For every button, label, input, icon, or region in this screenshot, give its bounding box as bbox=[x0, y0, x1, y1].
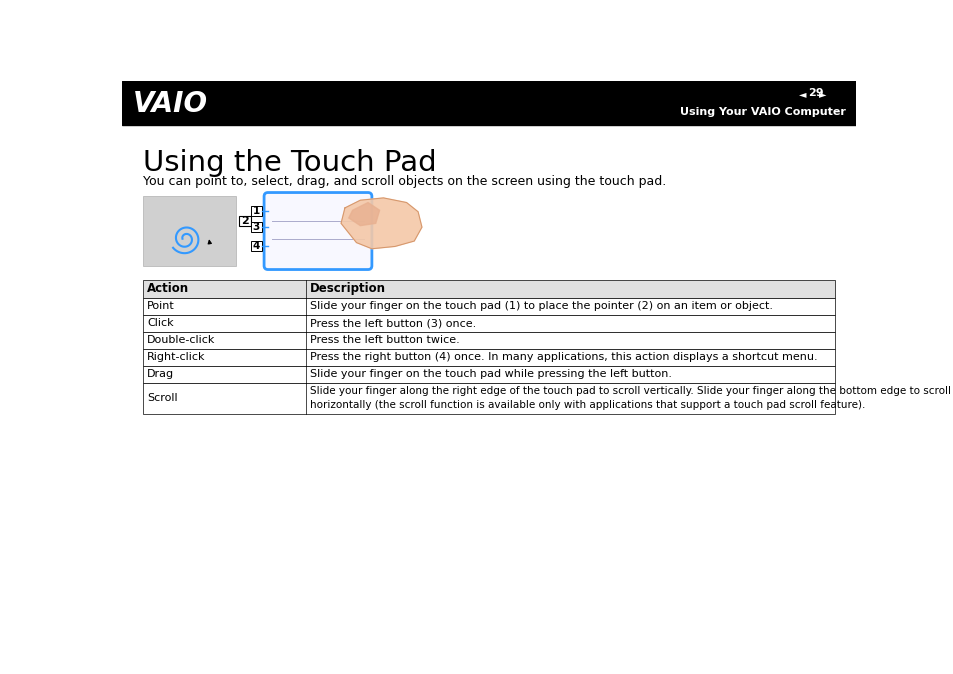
Polygon shape bbox=[341, 198, 421, 249]
Text: Slide your finger on the touch pad (1) to place the pointer (2) on an item or ob: Slide your finger on the touch pad (1) t… bbox=[309, 301, 772, 311]
Bar bbox=[143, 196, 235, 266]
Text: Action: Action bbox=[147, 282, 189, 295]
Text: Double-click: Double-click bbox=[147, 336, 215, 345]
Bar bbox=[143, 298, 834, 315]
Bar bbox=[143, 366, 834, 383]
Bar bbox=[121, 81, 856, 125]
Bar bbox=[251, 206, 261, 216]
Bar bbox=[143, 280, 834, 298]
Bar bbox=[143, 315, 834, 332]
Text: Click: Click bbox=[147, 318, 173, 328]
Text: ►: ► bbox=[819, 89, 826, 99]
Text: Using Your VAIO Computer: Using Your VAIO Computer bbox=[679, 107, 844, 117]
Text: Slide your finger on the touch pad while pressing the left button.: Slide your finger on the touch pad while… bbox=[309, 369, 671, 379]
Polygon shape bbox=[349, 203, 379, 226]
Bar bbox=[251, 241, 261, 251]
Text: Description: Description bbox=[309, 282, 385, 295]
Text: 3: 3 bbox=[253, 222, 260, 232]
Text: Press the right button (4) once. In many applications, this action displays a sh: Press the right button (4) once. In many… bbox=[309, 353, 817, 363]
Text: 29: 29 bbox=[807, 88, 823, 98]
Text: VAIO: VAIO bbox=[133, 90, 208, 118]
Bar bbox=[143, 332, 834, 349]
Bar bbox=[143, 349, 834, 366]
Bar bbox=[251, 222, 261, 232]
Text: 1: 1 bbox=[253, 206, 260, 216]
Text: ◄: ◄ bbox=[799, 89, 806, 99]
Text: Right-click: Right-click bbox=[147, 353, 205, 363]
Text: Point: Point bbox=[147, 301, 174, 311]
Text: Scroll: Scroll bbox=[147, 393, 177, 403]
Text: 4: 4 bbox=[253, 241, 260, 251]
Text: Press the left button twice.: Press the left button twice. bbox=[309, 336, 458, 345]
Text: horizontally (the scroll function is available only with applications that suppo: horizontally (the scroll function is ava… bbox=[309, 400, 864, 410]
Text: Press the left button (3) once.: Press the left button (3) once. bbox=[309, 318, 476, 328]
Text: Using the Touch Pad: Using the Touch Pad bbox=[143, 149, 436, 177]
Bar bbox=[238, 216, 251, 226]
Text: 2: 2 bbox=[241, 216, 249, 226]
Text: Slide your finger along the right edge of the touch pad to scroll vertically. Sl: Slide your finger along the right edge o… bbox=[309, 386, 949, 396]
Bar bbox=[143, 383, 834, 414]
Text: Drag: Drag bbox=[147, 369, 174, 379]
Text: You can point to, select, drag, and scroll objects on the screen using the touch: You can point to, select, drag, and scro… bbox=[143, 175, 666, 188]
FancyBboxPatch shape bbox=[264, 193, 372, 270]
